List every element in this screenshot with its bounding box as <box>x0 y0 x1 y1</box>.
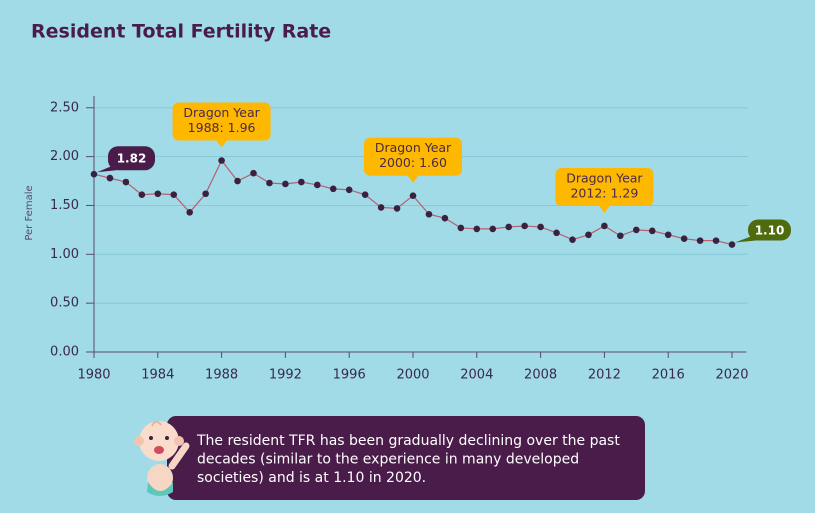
value-label-box <box>748 219 791 241</box>
y-tick-label: 1.00 <box>50 247 79 262</box>
x-tick-label: 1996 <box>333 368 366 383</box>
annotation-pointer <box>407 174 419 183</box>
x-tick-label: 1988 <box>205 368 238 383</box>
point <box>393 205 401 212</box>
point <box>648 227 656 235</box>
baby-icon <box>134 420 190 496</box>
point <box>585 231 592 239</box>
annotation-pointer <box>215 139 228 148</box>
point <box>314 181 321 189</box>
note-text: decades (similar to the experience in ma… <box>197 452 579 468</box>
point <box>712 237 720 244</box>
point <box>617 232 624 240</box>
point <box>154 190 162 198</box>
x-tick-label: 2012 <box>588 368 621 383</box>
x-tick-label: 2000 <box>396 368 429 383</box>
x-tick-label: 1980 <box>77 368 110 383</box>
point <box>138 191 146 199</box>
x-tick-label: 2004 <box>460 368 493 383</box>
note-text: The resident TFR has been gradually decl… <box>196 433 620 449</box>
point <box>521 222 528 230</box>
annotation-box <box>364 137 462 176</box>
point <box>377 204 385 211</box>
point <box>553 229 560 237</box>
x-tick-label: 1992 <box>269 368 302 383</box>
point <box>489 225 497 233</box>
note-box <box>167 416 645 500</box>
x-tick-label: 2016 <box>652 368 685 383</box>
point <box>473 225 481 233</box>
point <box>202 190 209 198</box>
value-label: 1.10 <box>755 224 785 238</box>
point <box>425 210 433 218</box>
note-text: societies) and is at 1.10 in 2020. <box>197 470 426 486</box>
point <box>409 192 417 199</box>
point <box>218 157 225 164</box>
point <box>298 178 305 186</box>
point <box>266 179 273 187</box>
y-tick-label: 0.00 <box>50 345 79 360</box>
value-label: 1.82 <box>117 152 147 166</box>
annotation-text: 1988: 1.96 <box>188 120 256 135</box>
x-tick-label: 2020 <box>715 368 748 383</box>
y-tick-label: 2.00 <box>50 149 79 164</box>
point <box>441 214 449 222</box>
point <box>361 191 369 199</box>
point <box>234 177 241 185</box>
point <box>345 186 353 194</box>
point <box>537 223 544 231</box>
point <box>601 222 608 230</box>
point <box>664 231 672 239</box>
x-tick-label: 1984 <box>141 368 174 383</box>
point <box>569 236 576 243</box>
point <box>329 185 337 193</box>
point <box>186 209 193 216</box>
point <box>633 226 640 234</box>
y-tick-label: 1.50 <box>50 198 79 213</box>
value-label-box <box>108 146 155 171</box>
y-tick-label: 2.50 <box>50 100 79 115</box>
point <box>90 170 98 178</box>
point <box>170 191 178 199</box>
point <box>106 174 114 182</box>
annotation-text: Dragon Year <box>375 140 452 155</box>
y-axis-label: Per Female <box>24 185 35 240</box>
point <box>250 169 257 177</box>
point <box>122 178 130 186</box>
annotation-pointer <box>598 204 611 213</box>
annotation-box <box>172 102 271 141</box>
point <box>696 237 704 244</box>
y-tick-label: 0.50 <box>50 296 79 311</box>
chart-title: Resident Total Fertility Rate <box>31 21 331 43</box>
annotation-text: 2000: 1.60 <box>379 155 447 170</box>
point <box>457 224 465 232</box>
point <box>680 235 688 242</box>
point <box>505 223 512 231</box>
annotation-text: Dragon Year <box>566 170 643 185</box>
annotation-text: Dragon Year <box>183 105 260 120</box>
point <box>728 241 736 248</box>
annotation-box <box>555 167 654 206</box>
annotation-text: 2012: 1.29 <box>570 185 638 200</box>
point <box>282 180 289 188</box>
x-tick-label: 2008 <box>524 368 557 383</box>
